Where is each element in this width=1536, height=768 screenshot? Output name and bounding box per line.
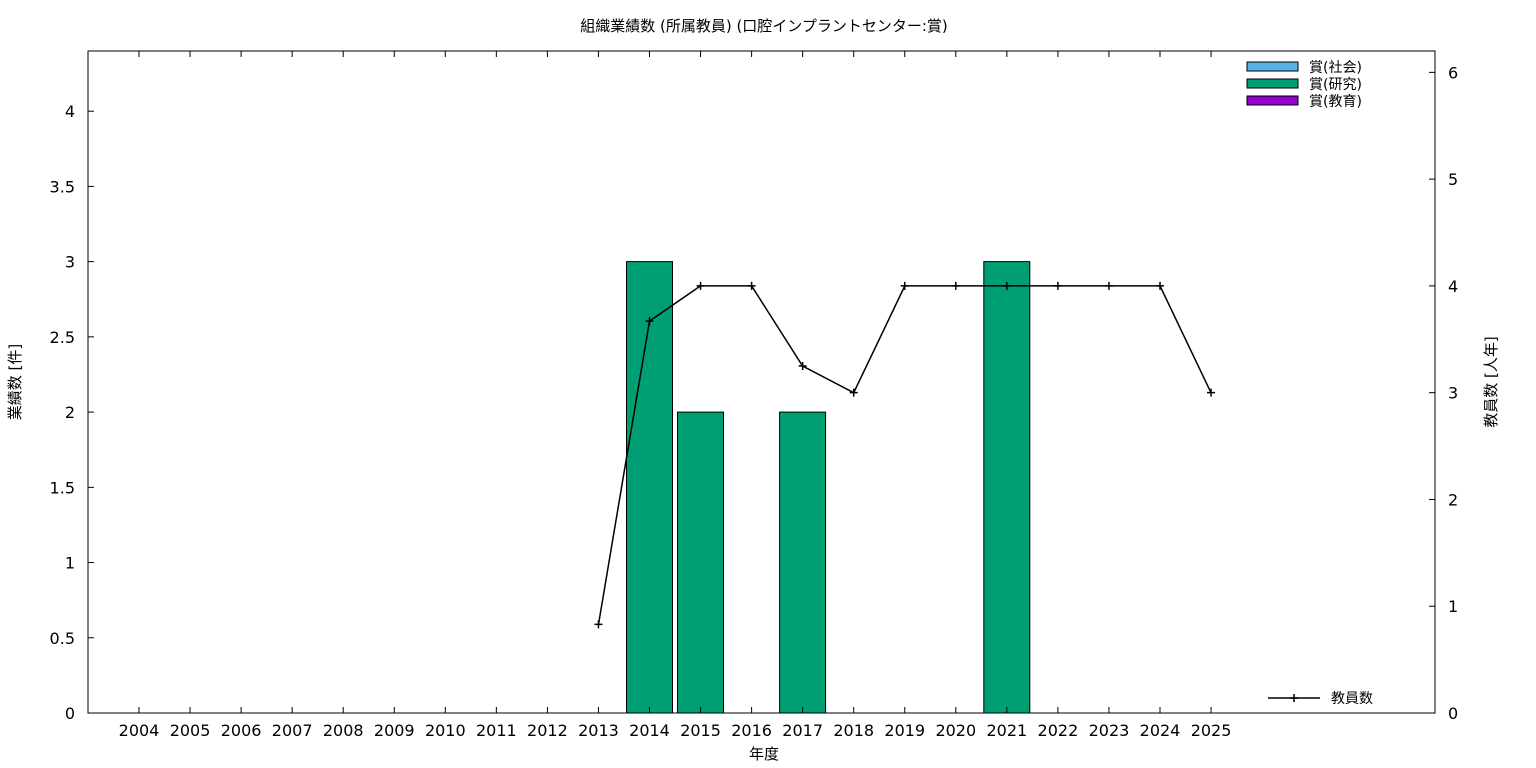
x-axis-ticks: 2004 2005 2006 2007 2008 2009 2010 2011 2012 2013…	[119, 51, 1232, 740]
plot-frame	[87, 50, 1436, 714]
plot-area: 2004 2005 2006 2007 2008 2009 2010 2011 2012 2013…	[50, 50, 1458, 740]
y-tick-label: 2	[65, 403, 75, 422]
x-tick-label: 2004	[119, 721, 160, 740]
x-tick-label: 2017	[782, 721, 823, 740]
legend-label-0: 賞(社会)	[1309, 60, 1362, 76]
y2-tick-label: 5	[1448, 170, 1458, 189]
y2-axis-label: 教員数 [人年]	[1482, 336, 1500, 427]
legend-swatch-2	[1246, 95, 1299, 106]
x-tick-label: 2007	[272, 721, 313, 740]
y-tick-label: 1.5	[50, 478, 75, 497]
x-tick-label: 2021	[986, 721, 1027, 740]
x-tick-label: 2024	[1140, 721, 1181, 740]
legend-swatch-1	[1246, 78, 1299, 89]
legend-label-1: 賞(研究)	[1309, 77, 1362, 93]
line-point-2020	[951, 281, 960, 290]
bar-1-2021	[983, 261, 1031, 714]
line-point-2024	[1156, 281, 1164, 290]
y-tick-label: 3.5	[50, 177, 75, 196]
line-point-2016	[747, 281, 756, 290]
line-point-2013	[594, 620, 603, 629]
x-tick-label: 2005	[170, 721, 211, 740]
y-tick-label: 0	[65, 704, 75, 723]
legend-swatch-0	[1246, 61, 1299, 72]
y2-tick-label: 3	[1448, 384, 1458, 403]
y-tick-label: 1	[65, 554, 75, 573]
y2-tick-label: 2	[1448, 490, 1458, 509]
x-tick-label: 2023	[1089, 721, 1130, 740]
x-tick-label: 2025	[1191, 721, 1232, 740]
x-axis-label: 年度	[749, 745, 779, 763]
x-tick-label: 2008	[323, 721, 364, 740]
line-legend: 教員数	[1268, 691, 1373, 707]
line-point-2022	[1053, 281, 1062, 290]
y2-axis-ticks: 0 1 2 3 4 5 6	[1429, 63, 1458, 723]
x-tick-label: 2011	[476, 721, 517, 740]
y2-tick-label: 4	[1448, 277, 1458, 296]
line-point-2017	[798, 361, 807, 370]
chart-title: 組織業績数 (所属教員) (口腔インプラントセンター:賞)	[580, 17, 948, 35]
y-tick-label: 4	[65, 102, 75, 121]
line-layer	[594, 281, 1216, 629]
x-tick-label: 2012	[527, 721, 568, 740]
x-tick-label: 2009	[374, 721, 415, 740]
line-point-2025	[1207, 388, 1216, 397]
x-tick-label: 2010	[425, 721, 466, 740]
bar-1-2017	[779, 411, 827, 714]
bar-legend: 賞(社会)賞(研究)賞(教育)	[1246, 60, 1362, 110]
y-tick-label: 0.5	[50, 629, 75, 648]
line-point-2018	[849, 388, 858, 397]
line-point-2015	[696, 281, 705, 290]
x-tick-label: 2006	[221, 721, 262, 740]
bar-1-2015	[677, 411, 724, 714]
y2-tick-label: 1	[1448, 597, 1458, 616]
bar-1-2014	[626, 261, 673, 714]
y-axis-ticks: 0 0.5 1 1.5 2 2.5 3 3.5 4	[50, 102, 94, 723]
legend-label-faculty: 教員数	[1331, 691, 1373, 707]
x-tick-label: 2015	[680, 721, 721, 740]
x-tick-label: 2019	[884, 721, 925, 740]
line-point-2019	[900, 281, 909, 290]
legend-label-2: 賞(教育)	[1309, 94, 1362, 110]
y-tick-label: 2.5	[50, 328, 75, 347]
y-tick-label: 3	[65, 253, 75, 272]
x-tick-label: 2018	[833, 721, 874, 740]
x-tick-label: 2022	[1038, 721, 1079, 740]
x-tick-label: 2013	[578, 721, 619, 740]
bars-layer	[626, 261, 1031, 714]
line-point-2021	[1002, 281, 1011, 290]
x-tick-label: 2020	[935, 721, 976, 740]
x-tick-label: 2016	[731, 721, 772, 740]
y-axis-label: 業績数 [件]	[6, 344, 24, 420]
line-point-2014	[645, 317, 654, 326]
line-point-2023	[1104, 281, 1113, 290]
y2-tick-label: 0	[1448, 704, 1458, 723]
x-tick-label: 2014	[629, 721, 670, 740]
legend-line-marker	[1290, 694, 1298, 702]
y2-tick-label: 6	[1448, 63, 1458, 82]
